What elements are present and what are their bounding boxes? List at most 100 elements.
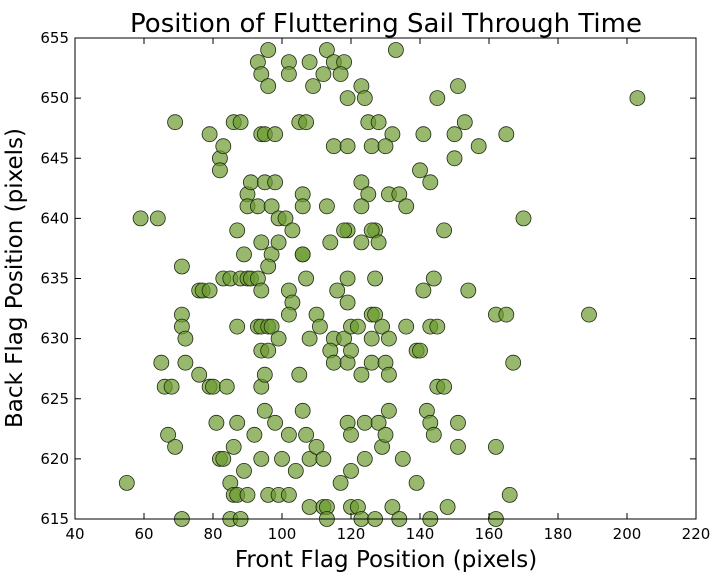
data-point <box>329 282 346 299</box>
data-point <box>267 414 284 431</box>
x-tick-label: 180 <box>544 525 573 543</box>
x-axis-ticks: 40 60 80 100 120 140 160 180 200 220 <box>65 38 710 543</box>
data-point <box>436 222 453 239</box>
data-point <box>332 474 349 491</box>
data-point <box>353 234 370 251</box>
data-point <box>173 258 190 275</box>
data-point <box>450 414 466 431</box>
data-point <box>343 462 359 479</box>
data-point <box>270 234 287 251</box>
data-point <box>291 366 308 383</box>
data-point <box>325 138 342 155</box>
data-point <box>356 414 373 431</box>
data-point <box>353 366 370 383</box>
data-point <box>356 450 373 467</box>
data-points <box>118 42 646 527</box>
x-tick-label: 40 <box>65 525 84 543</box>
y-tick-label: 620 <box>40 450 69 468</box>
data-point <box>177 330 194 347</box>
data-point <box>260 258 277 275</box>
data-point <box>236 462 252 479</box>
data-point <box>160 426 177 443</box>
data-point <box>412 162 428 179</box>
data-point <box>249 198 266 215</box>
data-point <box>370 234 387 251</box>
data-point <box>253 234 270 251</box>
data-point <box>356 90 373 106</box>
x-tick-label: 160 <box>475 525 504 543</box>
data-point <box>277 210 294 227</box>
data-point <box>253 66 270 82</box>
y-tick-label: 625 <box>40 390 69 408</box>
data-point <box>384 126 401 143</box>
data-point <box>367 270 384 287</box>
data-point <box>581 306 597 323</box>
data-point <box>163 378 180 395</box>
data-point <box>280 306 297 323</box>
data-point <box>339 90 356 106</box>
data-point <box>450 78 466 94</box>
data-point <box>229 414 246 431</box>
data-point <box>318 198 335 215</box>
data-point <box>391 186 408 203</box>
y-axis-ticks: 615 620 625 630 635 640 645 650 655 <box>40 29 696 528</box>
data-point <box>149 210 166 227</box>
data-point <box>415 282 432 299</box>
data-point <box>167 114 184 131</box>
data-point <box>298 114 315 131</box>
data-point <box>505 354 522 371</box>
data-point <box>318 42 335 58</box>
y-axis-label: Back Flag Position (pixels) <box>2 128 28 428</box>
data-point <box>353 174 370 191</box>
data-point <box>267 174 284 191</box>
data-point <box>349 318 366 335</box>
data-point <box>422 174 439 191</box>
data-point <box>253 282 270 299</box>
data-point <box>446 150 463 167</box>
y-tick-label: 635 <box>40 270 69 288</box>
data-point <box>236 246 252 263</box>
data-point <box>380 402 397 419</box>
data-point <box>363 354 380 371</box>
data-point <box>246 426 263 443</box>
data-point <box>232 114 249 131</box>
data-point <box>239 486 256 503</box>
data-point <box>308 438 325 455</box>
x-tick-label: 60 <box>134 525 153 543</box>
data-point <box>498 306 515 323</box>
data-point <box>501 486 518 503</box>
data-point <box>256 366 273 383</box>
data-point <box>429 318 446 335</box>
data-point <box>167 438 184 455</box>
data-point <box>363 138 380 155</box>
data-point <box>270 330 287 347</box>
y-tick-label: 655 <box>40 29 69 47</box>
data-point <box>450 438 466 455</box>
data-point <box>191 366 208 383</box>
data-point <box>280 426 297 443</box>
y-tick-label: 645 <box>40 149 69 167</box>
y-tick-label: 630 <box>40 330 69 348</box>
data-point <box>294 402 311 419</box>
data-point <box>377 426 394 443</box>
data-point <box>332 66 349 82</box>
data-point <box>425 426 442 443</box>
data-point <box>460 282 477 299</box>
data-point <box>398 318 415 335</box>
data-point <box>260 342 277 359</box>
data-point <box>301 330 318 347</box>
data-point <box>294 246 311 263</box>
y-tick-label: 650 <box>40 89 69 107</box>
data-point <box>225 438 242 455</box>
data-point <box>280 486 297 503</box>
data-point <box>339 294 356 311</box>
data-point <box>380 366 397 383</box>
data-point <box>298 426 315 443</box>
data-point <box>470 138 487 155</box>
x-tick-label: 200 <box>613 525 642 543</box>
data-point <box>153 354 170 371</box>
data-point <box>201 282 218 299</box>
data-point <box>336 330 353 347</box>
data-point <box>253 450 270 467</box>
data-point <box>284 222 301 239</box>
